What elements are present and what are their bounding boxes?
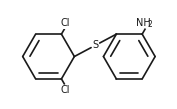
Text: Cl: Cl xyxy=(60,85,70,95)
Text: Cl: Cl xyxy=(60,18,70,28)
Text: NH: NH xyxy=(136,18,151,28)
Text: 2: 2 xyxy=(148,20,153,29)
Text: S: S xyxy=(92,40,98,50)
